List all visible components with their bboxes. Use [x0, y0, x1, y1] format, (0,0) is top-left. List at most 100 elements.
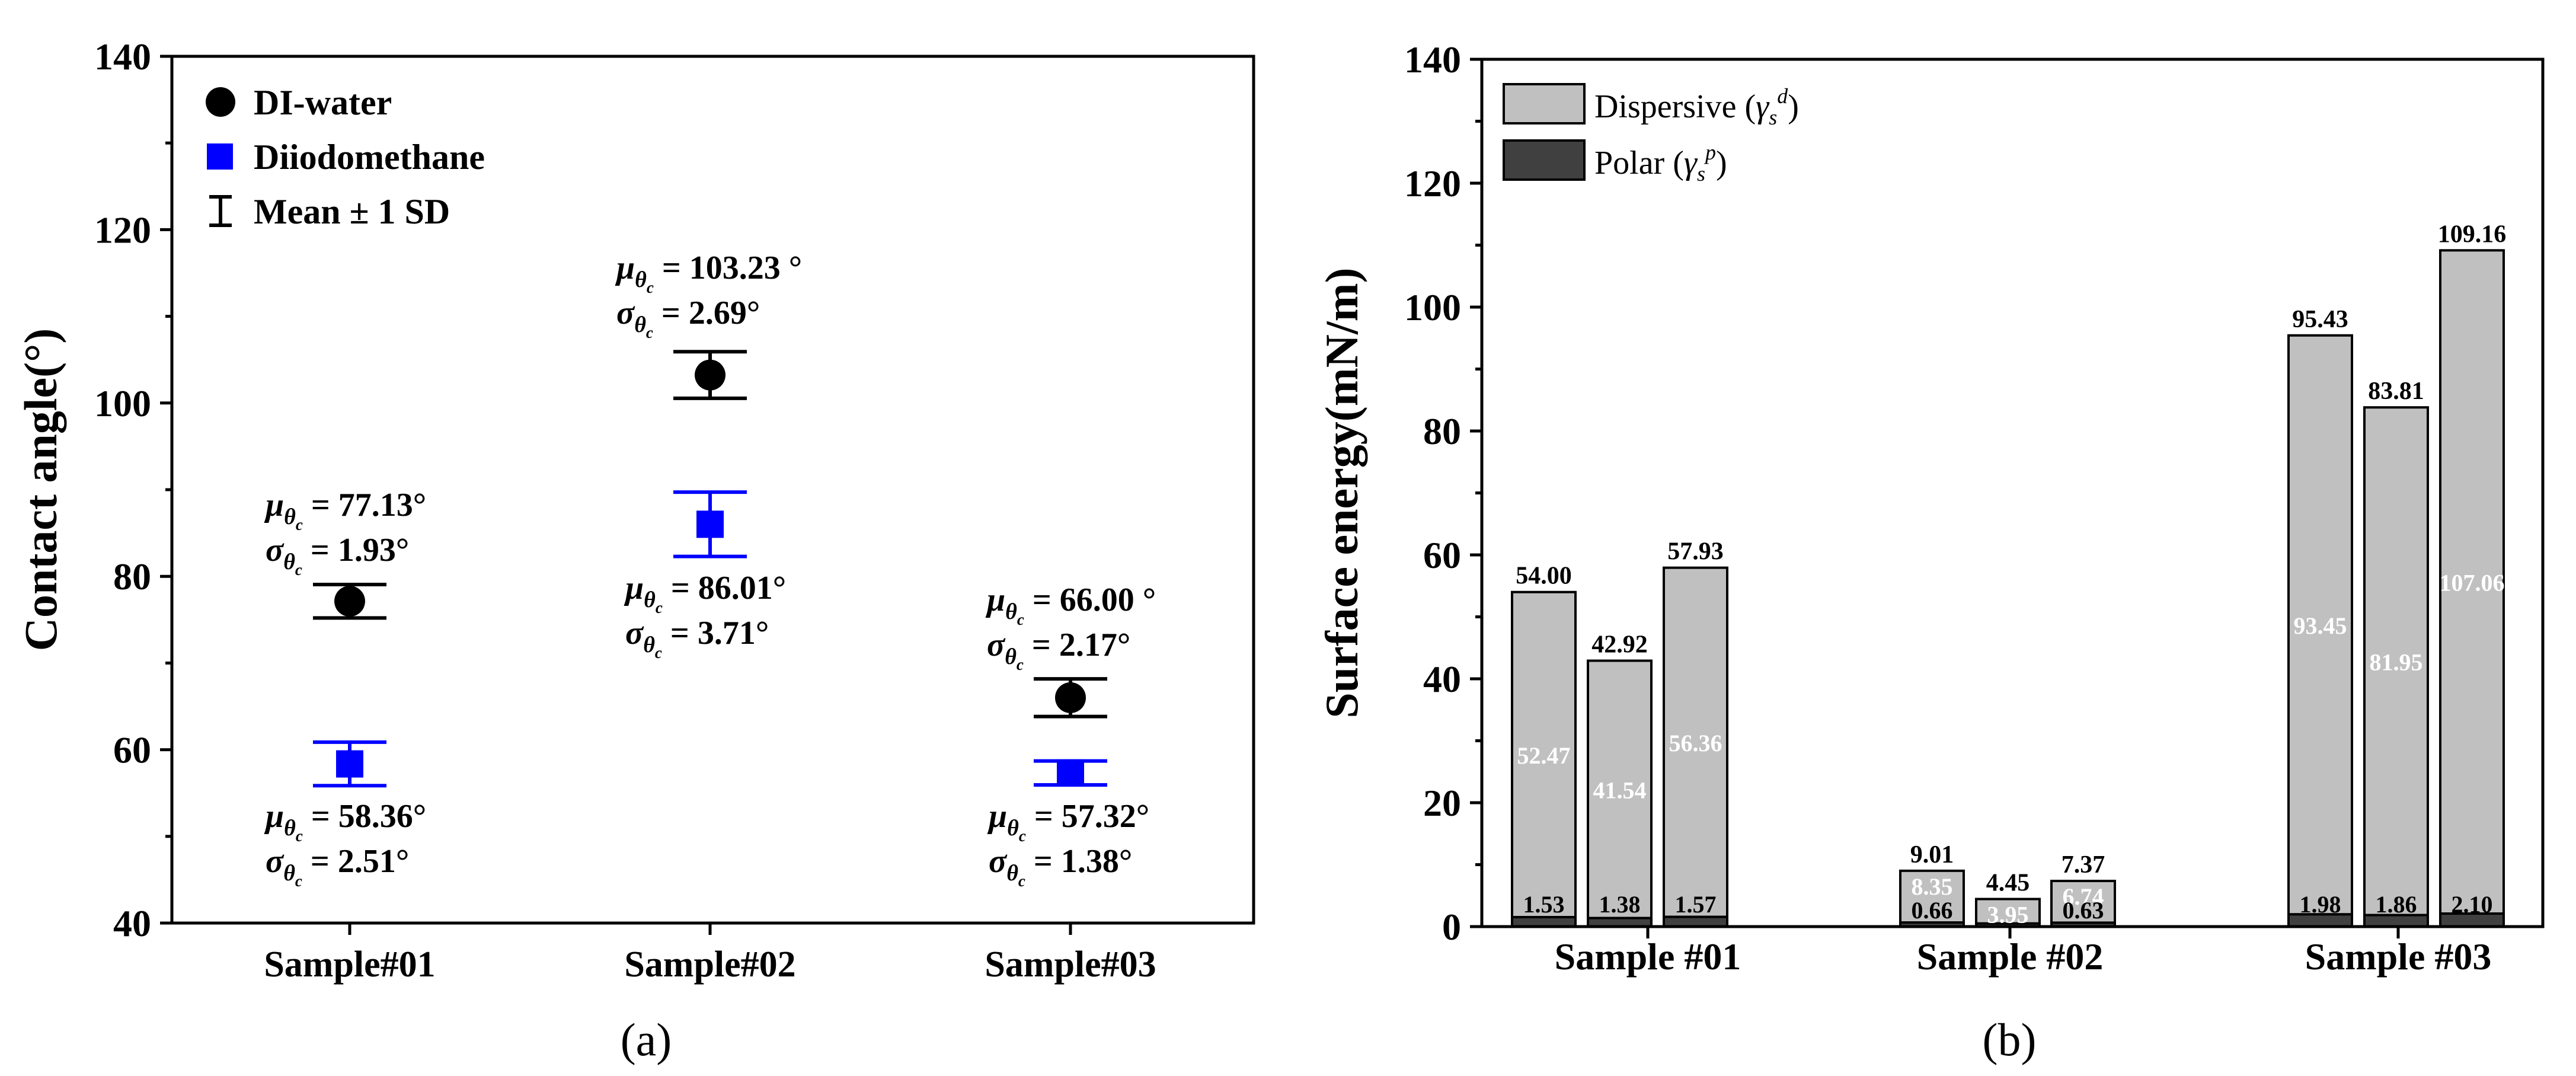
x-tick-label-b: Sample #03 [2305, 935, 2492, 978]
panel-label-b: (b) [1983, 1014, 2037, 1065]
point-group [313, 740, 386, 788]
bar-group: 4.45 3.95 [1975, 869, 2041, 928]
legend-label-di-water: DI-water [254, 83, 392, 122]
bar-total-label: 54.00 [1516, 563, 1572, 590]
annotation: μθc = 103.23 °σθc = 2.69° [615, 250, 802, 341]
mu-subscript-c: c [296, 827, 303, 845]
mu-equals: = [663, 570, 698, 606]
mu-equals: = [303, 487, 338, 523]
y-tick-label-b: 0 [1442, 906, 1461, 948]
bar-group: 109.16 107.06 2.10 [2438, 221, 2506, 928]
sigma-symbol: σ [266, 843, 285, 880]
sigma-subscript-c: c [1018, 872, 1025, 890]
mu-equals: = [303, 798, 338, 835]
bar-group: 57.93 56.36 1.57 [1663, 538, 1728, 928]
bar-dispersive [1511, 590, 1577, 919]
mu-subscript: θ [644, 588, 656, 612]
mu-value: 66.00 ° [1060, 582, 1156, 618]
panel-a: 40 60 80 100 120 140 Sample#01 Sample#02 Sample#… [15, 36, 1255, 1065]
legend-label-polar: Polar (γsp) [1594, 141, 1727, 186]
sigma-value: 3.71° [698, 615, 769, 652]
mu-annotation: μθc = 77.13° [264, 487, 426, 534]
legend-b: Dispersive (γsd)Polar (γsp) [1503, 83, 1799, 186]
mu-equals: = [1026, 798, 1062, 835]
legend-text: Polar ( [1594, 145, 1684, 181]
mu-subscript: θ [284, 505, 296, 529]
y-axis-label-a: Contact angle(°) [15, 328, 66, 652]
mu-value: 77.13° [338, 487, 426, 523]
bar-dispersive-label: 8.35 [1912, 873, 1953, 900]
y-tick-label-a: 40 [113, 902, 151, 944]
sigma-annotation: σθc = 2.17° [987, 627, 1130, 673]
y-tick-label-b: 140 [1404, 39, 1461, 81]
bar-dispersive-label: 6.74 [2063, 883, 2104, 910]
bar-dispersive-label: 52.47 [1517, 742, 1571, 769]
sigma-annotation: σθc = 2.51° [266, 843, 409, 890]
point-group [673, 490, 747, 558]
bar-total-label: 42.92 [1591, 631, 1648, 658]
sigma-symbol: σ [616, 295, 635, 331]
bar-polar-label: 0.63 [2063, 897, 2104, 924]
sigma-equals: = [1025, 843, 1061, 880]
annotation: μθc = 66.00 °σθc = 2.17° [985, 582, 1156, 673]
bar-polar-label: 2.10 [2452, 891, 2493, 918]
mu-subscript: θ [284, 816, 296, 841]
sigma-subscript-c: c [655, 644, 662, 662]
sigma-equals: = [1024, 627, 1059, 663]
data-point-square [696, 510, 724, 538]
sigma-symbol: σ [989, 843, 1008, 880]
mu-subscript: θ [635, 267, 647, 292]
legend-symbol: γ [1756, 88, 1770, 125]
legend-text: ) [1788, 88, 1799, 125]
bar-dispersive-label: 3.95 [1987, 901, 2029, 928]
y-tick-label-b: 120 [1404, 162, 1461, 205]
mu-subscript-c: c [1019, 827, 1026, 845]
sigma-value: 2.17° [1059, 627, 1130, 663]
sigma-annotation: σθc = 2.69° [616, 295, 760, 341]
legend-swatch-dispersive [1503, 83, 1586, 124]
bar-dispersive-label: 93.45 [2294, 612, 2347, 639]
mu-annotation: μθc = 66.00 ° [985, 582, 1156, 628]
sigma-subscript-c: c [1017, 656, 1024, 673]
bar-group: 54.00 52.47 1.53 [1511, 563, 1577, 928]
y-tick-label-a: 120 [94, 209, 151, 251]
sigma-value: 2.51° [338, 843, 409, 880]
sigma-subscript: θ [283, 550, 295, 574]
bar-polar-label: 1.98 [2300, 891, 2341, 918]
bar-group: 7.37 6.740.63 [2050, 851, 2116, 928]
sigma-equals: = [662, 615, 698, 652]
bar-dispersive-label: 56.36 [1669, 730, 1722, 756]
mu-symbol: μ [987, 798, 1007, 835]
sigma-subscript: θ [1005, 644, 1017, 669]
sigma-annotation: σθc = 1.38° [989, 843, 1132, 890]
sigma-subscript-c: c [646, 324, 653, 341]
sigma-equals: = [302, 843, 338, 880]
bar-total-label: 95.43 [2292, 306, 2348, 333]
mu-equals: = [1024, 582, 1060, 618]
mu-symbol: μ [615, 250, 635, 286]
bar-dispersive-label: 107.06 [2440, 570, 2505, 596]
point-group [673, 350, 747, 400]
sigma-subscript: θ [1006, 861, 1018, 886]
x-tick-label-b: Sample #02 [1917, 935, 2104, 978]
y-tick-label-a: 140 [94, 36, 151, 78]
point-group [1034, 677, 1107, 719]
legend-label-sd: Mean ± 1 SD [254, 192, 450, 231]
bar-polar-label: 1.53 [1523, 891, 1565, 918]
data-point-circle [695, 359, 726, 391]
mu-value: 103.23 ° [689, 250, 802, 286]
y-tick-label-b: 20 [1423, 782, 1461, 824]
bar-group: 42.92 41.54 1.38 [1587, 631, 1653, 928]
legend-text: Dispersive ( [1594, 88, 1756, 125]
mu-annotation: μθc = 57.32° [987, 798, 1149, 845]
y-tick-label-a: 60 [113, 729, 151, 771]
mu-annotation: μθc = 103.23 ° [615, 250, 802, 296]
sigma-subscript: θ [643, 633, 655, 657]
data-point-circle [1055, 682, 1086, 713]
bar-dispersive [1975, 898, 2041, 925]
mu-subscript-c: c [296, 516, 303, 534]
y-tick-label-b: 40 [1423, 658, 1461, 700]
legend-text: ) [1716, 145, 1727, 181]
sigma-subscript-c: c [295, 872, 302, 890]
